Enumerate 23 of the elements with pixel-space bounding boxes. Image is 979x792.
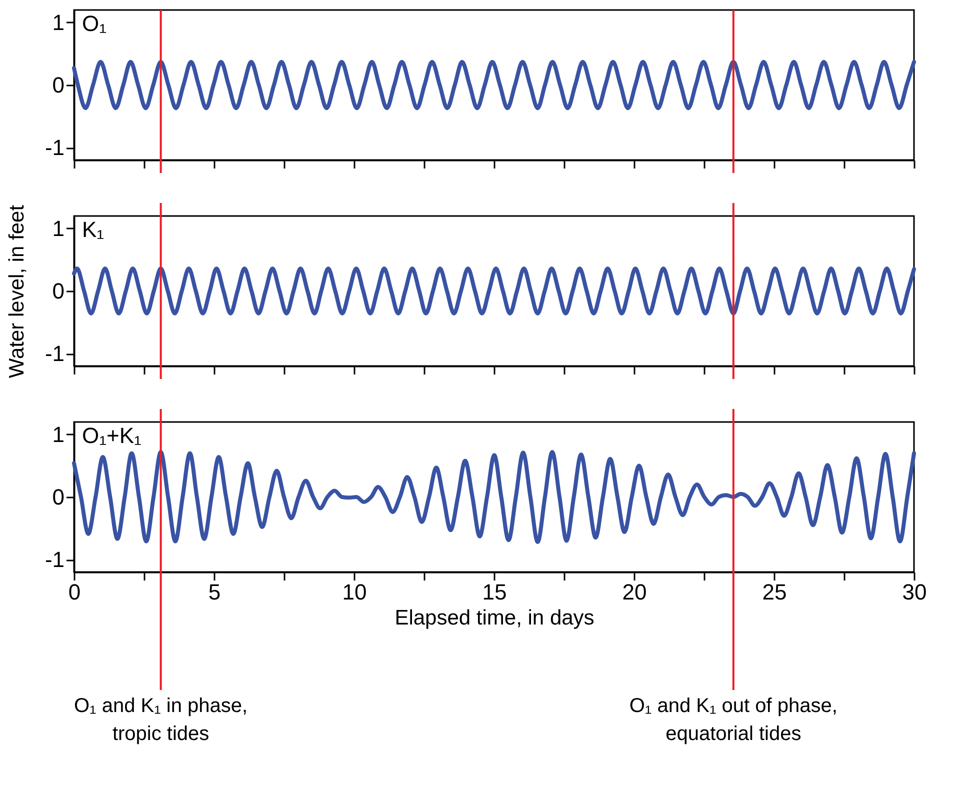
- y-tick-label: -1: [44, 547, 64, 572]
- x-tick-label: 0: [68, 580, 81, 604]
- x-tick-label: 30: [902, 580, 927, 604]
- chart-title: O₁+K₁: [82, 423, 142, 448]
- x-tick-label: 5: [208, 580, 221, 604]
- x-tick-label: 15: [482, 580, 507, 604]
- x-tick-label: 25: [762, 580, 787, 604]
- y-tick-label: 0: [52, 484, 64, 510]
- x-tick-label: 20: [622, 580, 647, 604]
- y-tick-label: 1: [52, 422, 64, 447]
- y-tick-label: 0: [52, 72, 64, 98]
- y-tick-label: -1: [44, 135, 64, 160]
- y-tick-label: 0: [52, 278, 64, 304]
- y-tick-label: -1: [44, 341, 64, 366]
- x-tick-label: 10: [342, 580, 367, 604]
- chart-title: K₁: [82, 217, 104, 242]
- y-tick-label: 1: [52, 216, 64, 241]
- y-tick-label: 1: [52, 10, 64, 35]
- ref-line-label: O₁ and K₁ out of phase, equatorial tides: [629, 695, 838, 745]
- chart-title: O₁: [82, 11, 107, 36]
- ref-line-label: O₁ and K₁ in phase, tropic tides: [74, 695, 248, 745]
- x-axis-title: Elapsed time, in days: [394, 606, 594, 630]
- y-axis-title: Water level, in feet: [6, 204, 28, 378]
